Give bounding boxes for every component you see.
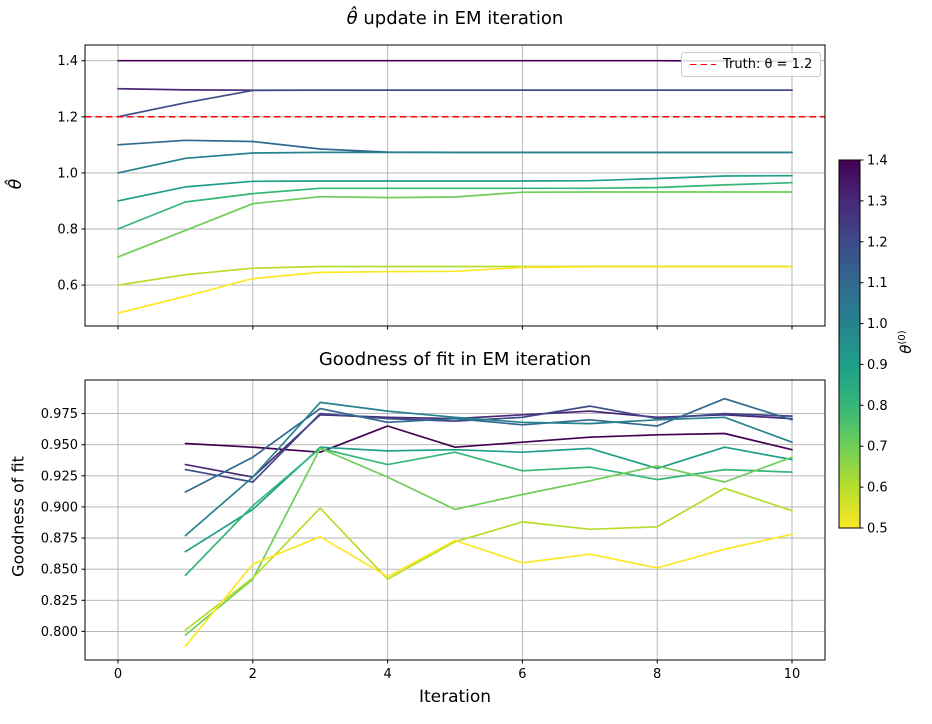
series-line-1.1 [184,397,793,493]
colorbar-tick-label: 0.8 [867,399,888,414]
bottom-plot-title: Goodness of fit in EM iteration [318,349,592,370]
colorbar-gradient [839,160,860,528]
y-tick-label: 0.6 [57,279,78,294]
y-tick-label: 1.2 [57,110,78,125]
theta-update-plot: 0.6 0.8 1.0 1.2 1.4 [57,44,826,330]
series-line-1.1 [117,139,793,154]
series-line-0.5 [184,533,793,648]
series-line-1.2 [117,89,793,118]
colorbar-label-base: θ [897,344,915,354]
colorbar-label: θ(0) [897,302,915,382]
x-tick-label: 8 [653,667,661,682]
colorbar-tick-label: 1.3 [867,194,888,209]
y-tick-label: 1.4 [57,54,78,69]
top-plot-title: θ̂ update in EM iteration [85,8,825,29]
series-line-0.7 [184,447,793,636]
series-line-0.9 [117,174,793,202]
y-tick-label: 0.8 [57,223,78,238]
y-tick-label: 0.975 [41,407,78,422]
series-line-0.5 [117,265,793,314]
series-line-1.0 [117,151,793,174]
axes-spines [84,379,826,661]
y-tick-label: 1.0 [57,166,78,181]
top-title-math: θ̂ [346,8,358,29]
colorbar-tick-label: 1.1 [867,276,888,291]
colorbar-tick-label: 0.7 [867,440,888,455]
truth-legend: Truth: θ = 1.2 [681,52,822,77]
colorbar-tick-label: 0.9 [867,358,888,373]
series-line-0.8 [117,181,793,230]
series-line-0.6 [184,487,793,631]
series-line-0.7 [117,191,793,258]
x-tick-label: 2 [249,667,257,682]
x-tick-label: 4 [383,667,391,682]
series-line-0.9 [184,446,793,553]
colorbar-label-sup: (0) [897,330,908,345]
colorbar-tick-label: 1.4 [867,154,888,169]
colorbar-tick-label: 0.5 [867,522,888,537]
y-tick-label: 0.875 [41,532,78,547]
x-tick-label: 0 [114,667,122,682]
y-tick-label: 0.925 [41,469,78,484]
colorbar: 1.4 1.3 1.2 1.1 1.0 0.9 0.8 0.7 0.6 0.5 [838,154,888,537]
colorbar-outline [838,159,861,529]
y-tick-label: 0.900 [41,500,78,515]
goodness-of-fit-plot: 0.800 0.825 0.850 0.875 0.900 0.925 0.950 0.975… [41,379,826,682]
series-line-1.4 [117,59,793,63]
series-line-1.0 [184,401,793,537]
legend-dash-icon [690,63,716,66]
x-tick-label: 10 [784,667,801,682]
x-tick-label: 6 [518,667,526,682]
y-tick-label: 0.950 [41,438,78,453]
y-tick-label: 0.800 [41,625,78,640]
bottom-y-axis-label: Goodness of fit [8,456,28,577]
x-axis-label: Iteration [418,687,492,707]
colorbar-tick-label: 1.0 [867,317,888,332]
colorbar-tick-label: 1.2 [867,235,888,250]
top-title-text: update in EM iteration [357,8,564,29]
y-tick-label: 0.825 [41,594,78,609]
series-line-1.4 [184,425,793,454]
series-line-0.6 [117,265,793,286]
y-tick-label: 0.850 [41,563,78,578]
legend-label: Truth: θ = 1.2 [723,57,813,72]
colorbar-tick-label: 0.6 [867,481,888,496]
top-y-axis-label: θ̂ [6,178,26,190]
axes-spines [84,44,826,327]
